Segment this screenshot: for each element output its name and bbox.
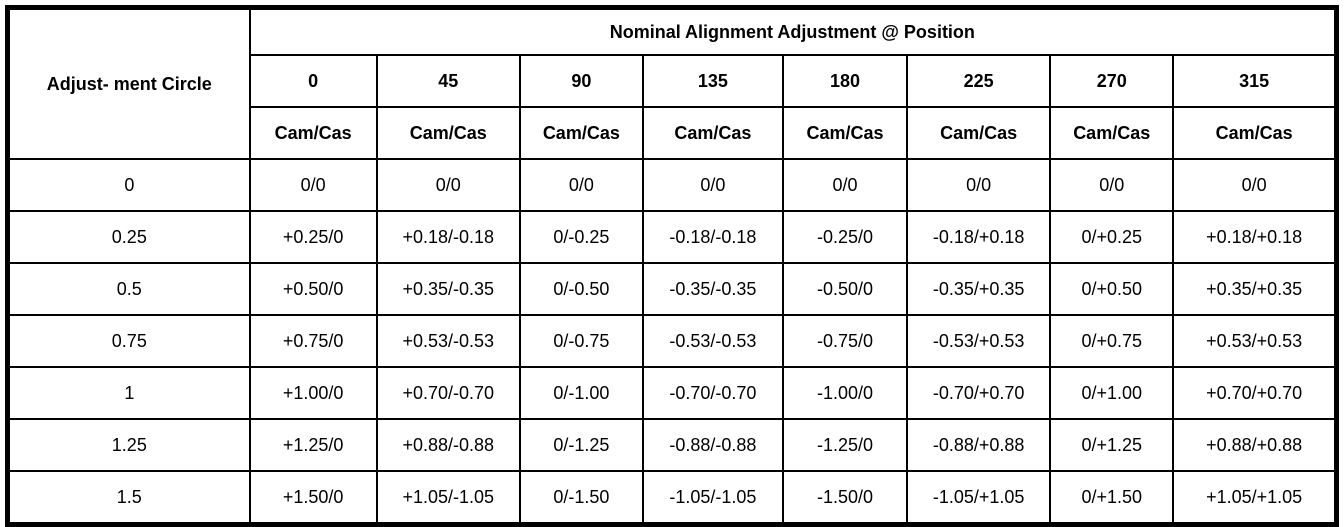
adjustment-cell: 0/+1.00 <box>1049 366 1175 420</box>
adjustment-cell: 0/-1.00 <box>518 366 644 420</box>
adjustment-cell: 0/+0.50 <box>1049 262 1175 316</box>
adjustment-cell: -0.18/-0.18 <box>641 210 784 264</box>
adjustment-cell: -0.53/+0.53 <box>906 314 1052 368</box>
camcas-header: Cam/Cas <box>1049 106 1175 160</box>
circle-value: 0.25 <box>6 210 251 264</box>
camcas-header-row: Cam/Cas Cam/Cas Cam/Cas Cam/Cas Cam/Cas … <box>8 106 1338 160</box>
adjustment-cell: 0/0 <box>906 158 1052 212</box>
adjustment-cell: +0.88/+0.88 <box>1172 418 1338 472</box>
adjustment-cell: 0/0 <box>1172 158 1338 212</box>
camcas-header: Cam/Cas <box>375 106 521 160</box>
adjustment-cell: +0.75/0 <box>248 314 378 368</box>
adjustment-cell: -0.70/-0.70 <box>641 366 784 420</box>
adjustment-cell: -0.25/0 <box>781 210 909 264</box>
camcas-header: Cam/Cas <box>248 106 378 160</box>
adjustment-cell: 0/+1.25 <box>1049 418 1175 472</box>
adjustment-cell: +1.05/+1.05 <box>1172 470 1338 526</box>
position-header-0: 0 <box>248 54 378 108</box>
table-row: 0.75 +0.75/0 +0.53/-0.53 0/-0.75 -0.53/-… <box>6 314 1338 368</box>
adjustment-cell: +0.18/+0.18 <box>1172 210 1338 264</box>
position-header-135: 135 <box>641 54 784 108</box>
adjustment-cell: 0/+1.50 <box>1049 470 1175 526</box>
adjustment-cell: -0.88/+0.88 <box>906 418 1052 472</box>
adjustment-cell: -1.00/0 <box>781 366 909 420</box>
circle-value: 0.5 <box>6 262 251 316</box>
adjustment-cell: 0/0 <box>375 158 521 212</box>
adjustment-cell: -0.88/-0.88 <box>641 418 784 472</box>
adjustment-cell: 0/-0.50 <box>518 262 644 316</box>
adjustment-cell: 0/0 <box>641 158 784 212</box>
table-row: 1 +1.00/0 +0.70/-0.70 0/-1.00 -0.70/-0.7… <box>6 366 1338 420</box>
document-page: Adjust- ment Circle Nominal Alignment Ad… <box>5 5 1339 527</box>
position-header-270: 270 <box>1049 54 1175 108</box>
table-row: 0.5 +0.50/0 +0.35/-0.35 0/-0.50 -0.35/-0… <box>6 262 1338 316</box>
adjustment-cell: 0/0 <box>248 158 378 212</box>
camcas-header: Cam/Cas <box>518 106 644 160</box>
adjustment-cell: 0/-1.25 <box>518 418 644 472</box>
adjustment-cell: +0.70/-0.70 <box>375 366 521 420</box>
table-title: Nominal Alignment Adjustment @ Position <box>248 6 1338 56</box>
adjustment-cell: 0/0 <box>781 158 909 212</box>
position-header-180: 180 <box>781 54 909 108</box>
adjustment-cell: -0.70/+0.70 <box>906 366 1052 420</box>
table-title-row: Adjust- ment Circle Nominal Alignment Ad… <box>6 6 1338 160</box>
position-header-45: 45 <box>375 54 521 108</box>
table-row: 1.5 +1.50/0 +1.05/-1.05 0/-1.50 -1.05/-1… <box>6 470 1338 526</box>
adjustment-cell: +0.53/-0.53 <box>375 314 521 368</box>
adjustment-cell: 0/0 <box>1049 158 1175 212</box>
corner-header: Adjust- ment Circle <box>6 6 251 160</box>
table-row: 1.25 +1.25/0 +0.88/-0.88 0/-1.25 -0.88/-… <box>6 418 1338 472</box>
camcas-header: Cam/Cas <box>781 106 909 160</box>
adjustment-cell: +1.00/0 <box>248 366 378 420</box>
adjustment-cell: +0.88/-0.88 <box>375 418 521 472</box>
adjustment-cell: +0.18/-0.18 <box>375 210 521 264</box>
adjustment-cell: -0.18/+0.18 <box>906 210 1052 264</box>
adjustment-cell: 0/0 <box>518 158 644 212</box>
adjustment-cell: -0.35/-0.35 <box>641 262 784 316</box>
adjustment-cell: +0.25/0 <box>248 210 378 264</box>
table-row: 0 0/0 0/0 0/0 0/0 0/0 0/0 0/0 0/0 <box>6 158 1338 212</box>
adjustment-cell: -1.05/+1.05 <box>906 470 1052 526</box>
alignment-adjustment-table: Adjust- ment Circle Nominal Alignment Ad… <box>5 5 1339 527</box>
table-row: 0.25 +0.25/0 +0.18/-0.18 0/-0.25 -0.18/-… <box>6 210 1338 264</box>
adjustment-cell: -1.25/0 <box>781 418 909 472</box>
adjustment-cell: -0.35/+0.35 <box>906 262 1052 316</box>
adjustment-cell: +1.05/-1.05 <box>375 470 521 526</box>
circle-value: 0.75 <box>6 314 251 368</box>
position-header-row: 0 45 90 135 180 225 270 315 <box>8 54 1338 108</box>
adjustment-cell: +0.35/+0.35 <box>1172 262 1338 316</box>
circle-value: 1.25 <box>6 418 251 472</box>
adjustment-cell: +0.53/+0.53 <box>1172 314 1338 368</box>
position-header-90: 90 <box>518 54 644 108</box>
adjustment-cell: +1.50/0 <box>248 470 378 526</box>
camcas-header: Cam/Cas <box>906 106 1052 160</box>
adjustment-cell: +0.70/+0.70 <box>1172 366 1338 420</box>
position-header-315: 315 <box>1172 54 1338 108</box>
circle-value: 1.5 <box>6 470 251 526</box>
adjustment-cell: +0.50/0 <box>248 262 378 316</box>
adjustment-cell: 0/-0.25 <box>518 210 644 264</box>
adjustment-cell: +0.35/-0.35 <box>375 262 521 316</box>
camcas-header: Cam/Cas <box>641 106 784 160</box>
adjustment-cell: 0/+0.75 <box>1049 314 1175 368</box>
adjustment-cell: -1.50/0 <box>781 470 909 526</box>
adjustment-cell: 0/+0.25 <box>1049 210 1175 264</box>
camcas-header: Cam/Cas <box>1172 106 1338 160</box>
adjustment-cell: -0.50/0 <box>781 262 909 316</box>
adjustment-cell: 0/-0.75 <box>518 314 644 368</box>
adjustment-cell: -1.05/-1.05 <box>641 470 784 526</box>
position-header-225: 225 <box>906 54 1052 108</box>
adjustment-cell: -0.75/0 <box>781 314 909 368</box>
adjustment-cell: -0.53/-0.53 <box>641 314 784 368</box>
circle-value: 1 <box>6 366 251 420</box>
circle-value: 0 <box>6 158 251 212</box>
adjustment-cell: +1.25/0 <box>248 418 378 472</box>
adjustment-cell: 0/-1.50 <box>518 470 644 526</box>
